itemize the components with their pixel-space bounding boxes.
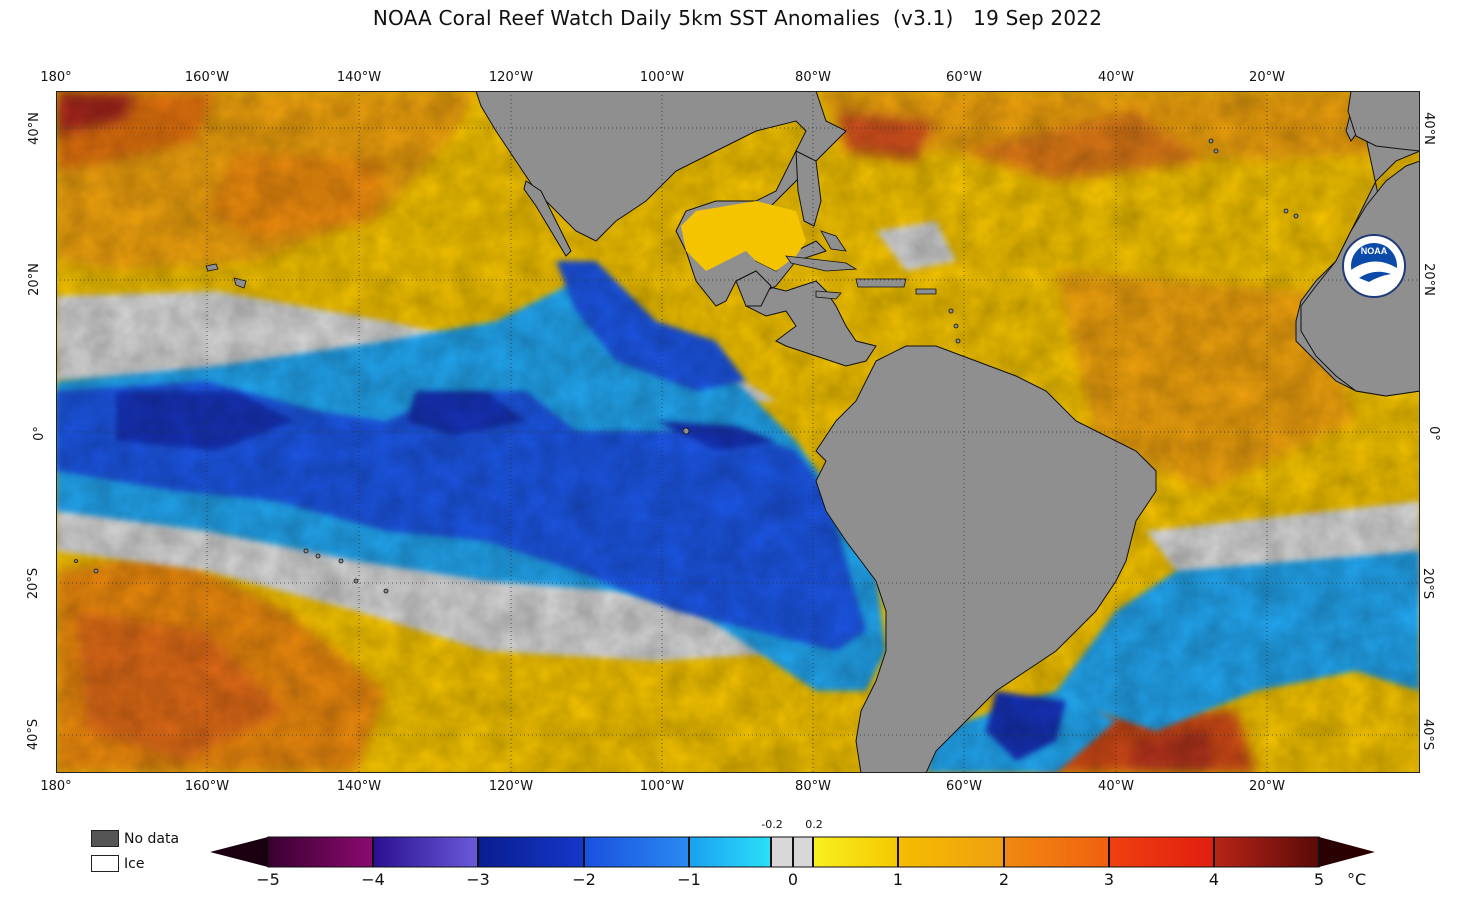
lon-label: 140°W bbox=[336, 70, 382, 85]
lon-label: 140°W bbox=[336, 779, 382, 794]
lon-label: 40°W bbox=[1098, 779, 1134, 794]
colorbar-tick: −4 bbox=[361, 870, 385, 889]
map-frame bbox=[56, 91, 1420, 773]
lat-label: 40°N bbox=[26, 112, 42, 145]
lat-label: 20°S bbox=[1420, 567, 1436, 600]
lon-label: 180° bbox=[40, 779, 72, 794]
lon-label: 180° bbox=[40, 70, 72, 85]
colorbar-min-arrow bbox=[210, 837, 268, 867]
lat-label: 40°N bbox=[1420, 112, 1436, 145]
colorbar-tick: −5 bbox=[256, 870, 280, 889]
colorbar bbox=[210, 836, 1375, 868]
lon-label: 160°W bbox=[184, 70, 230, 85]
lon-label: 120°W bbox=[488, 779, 534, 794]
lon-label: 120°W bbox=[488, 70, 534, 85]
noaa-logo-text: NOAA bbox=[1361, 246, 1388, 256]
caribbean-islands bbox=[785, 230, 961, 344]
colorbar-max-arrow bbox=[1319, 837, 1375, 867]
colorbar-tick: −3 bbox=[466, 870, 490, 889]
lon-label: 20°W bbox=[1249, 779, 1285, 794]
land-iberia bbox=[1347, 91, 1420, 152]
no-data-swatch bbox=[91, 830, 119, 847]
no-data-label: No data bbox=[124, 831, 180, 847]
colorbar-small-tick: 0.2 bbox=[805, 818, 823, 831]
colorbar-small-tick: -0.2 bbox=[761, 818, 783, 831]
lon-label: 20°W bbox=[1249, 70, 1285, 85]
lon-label: 40°W bbox=[1098, 70, 1134, 85]
pacific-islands bbox=[74, 138, 1299, 594]
colorbar-tick: −1 bbox=[677, 870, 701, 889]
ice-swatch bbox=[91, 855, 119, 872]
lat-label: 40°S bbox=[26, 718, 42, 751]
lat-label: 0° bbox=[1425, 426, 1441, 441]
lon-label: 60°W bbox=[946, 70, 982, 85]
sst-anomaly-map bbox=[56, 91, 1420, 773]
lon-label: 100°W bbox=[639, 779, 685, 794]
ice-label: Ice bbox=[124, 856, 145, 872]
graticule bbox=[56, 91, 1420, 773]
noaa-logo: NOAA bbox=[1342, 234, 1406, 298]
colorbar-tick: 5 bbox=[1313, 870, 1325, 889]
colorbar-tick: 0 bbox=[787, 870, 799, 889]
land-south-america bbox=[815, 345, 1157, 773]
lat-label: 20°N bbox=[1420, 263, 1436, 296]
lat-label: 20°N bbox=[26, 263, 42, 296]
lat-label: 0° bbox=[31, 426, 47, 441]
lon-label: 160°W bbox=[184, 779, 230, 794]
colorbar-unit: °C bbox=[1347, 870, 1367, 889]
colorbar-tick: 4 bbox=[1208, 870, 1220, 889]
land-florida bbox=[795, 150, 822, 227]
colorbar-tick: −2 bbox=[572, 870, 596, 889]
land-baja-california bbox=[523, 180, 572, 257]
lat-label: 20°S bbox=[26, 567, 42, 600]
lat-label: 40°S bbox=[1420, 718, 1436, 751]
lon-label: 80°W bbox=[795, 779, 831, 794]
map-title: NOAA Coral Reef Watch Daily 5km SST Anom… bbox=[372, 6, 1103, 30]
lon-label: 100°W bbox=[639, 70, 685, 85]
lon-label: 80°W bbox=[795, 70, 831, 85]
colorbar-tick: 2 bbox=[998, 870, 1010, 889]
colorbar-tick: 1 bbox=[892, 870, 904, 889]
colorbar-tick: 3 bbox=[1103, 870, 1115, 889]
lon-label: 60°W bbox=[946, 779, 982, 794]
gulf-of-mexico bbox=[681, 201, 806, 271]
